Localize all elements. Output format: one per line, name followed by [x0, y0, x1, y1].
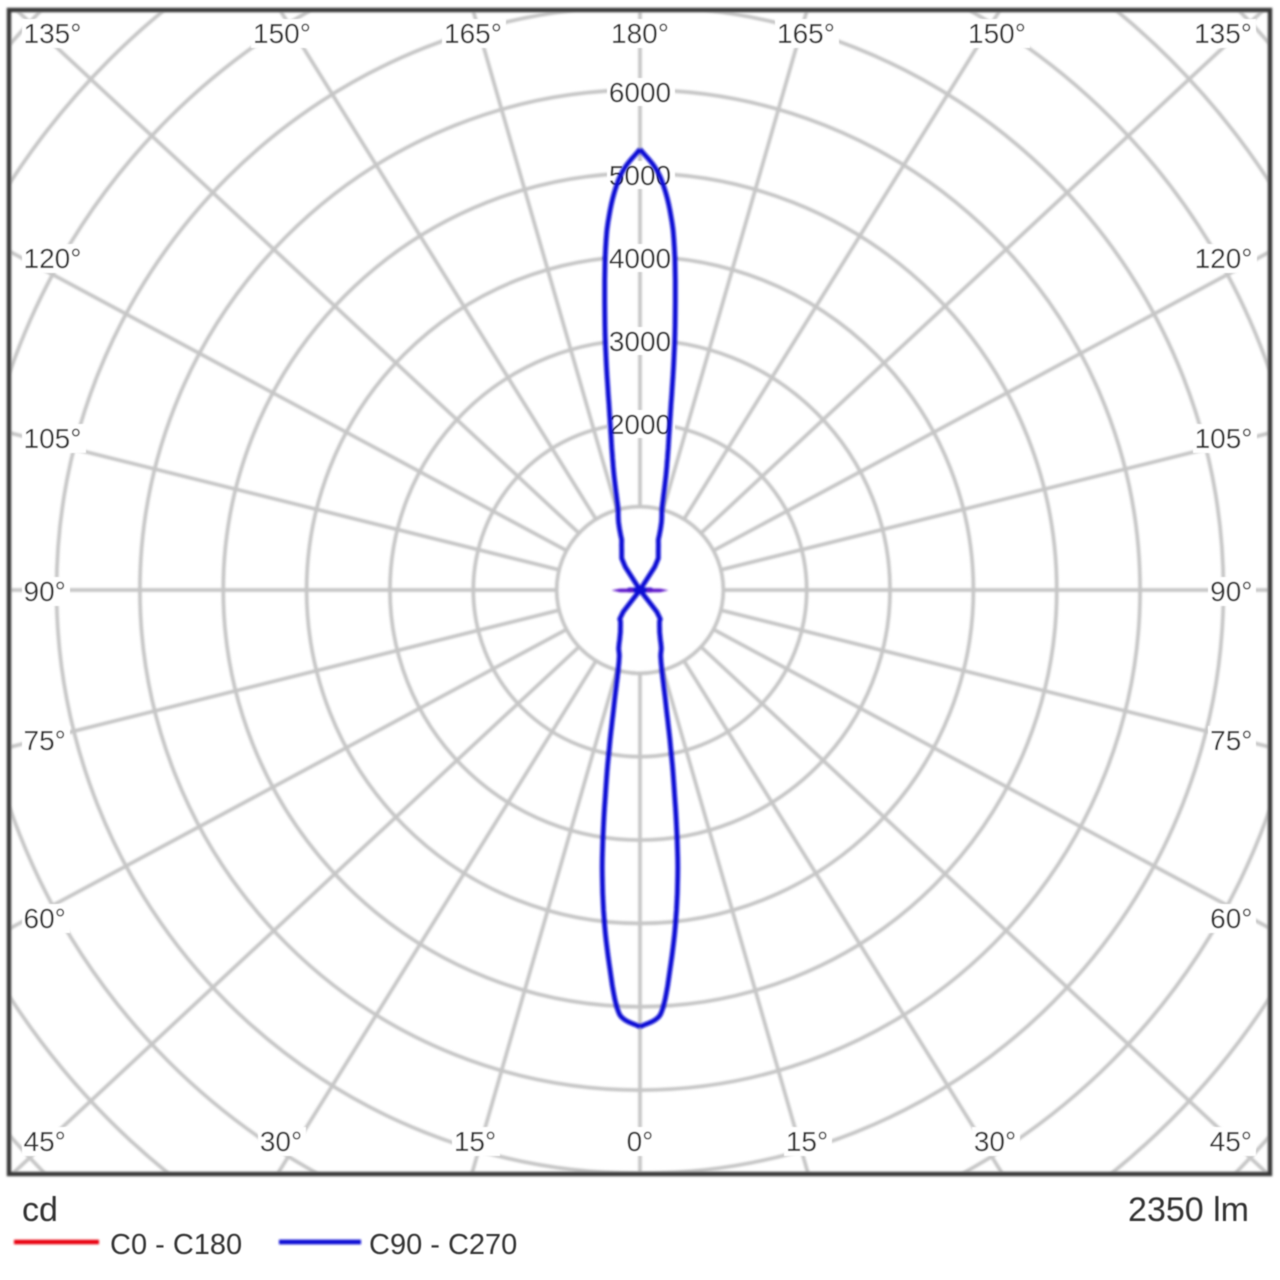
- svg-text:150°: 150°: [968, 18, 1026, 49]
- svg-text:45°: 45°: [1210, 1126, 1252, 1157]
- svg-text:30°: 30°: [260, 1126, 302, 1157]
- svg-text:120°: 120°: [1195, 243, 1253, 274]
- svg-text:60°: 60°: [1210, 903, 1252, 934]
- svg-text:45°: 45°: [24, 1126, 66, 1157]
- svg-text:180°: 180°: [611, 18, 669, 49]
- svg-text:135°: 135°: [24, 18, 82, 49]
- svg-text:75°: 75°: [1210, 725, 1252, 756]
- svg-text:0°: 0°: [627, 1126, 654, 1157]
- svg-text:cd: cd: [22, 1191, 58, 1229]
- svg-text:3000: 3000: [609, 326, 671, 357]
- svg-text:120°: 120°: [24, 243, 82, 274]
- svg-text:30°: 30°: [974, 1126, 1016, 1157]
- svg-text:4000: 4000: [609, 243, 671, 274]
- svg-text:6000: 6000: [609, 77, 671, 108]
- svg-text:75°: 75°: [24, 725, 66, 756]
- svg-text:15°: 15°: [786, 1126, 828, 1157]
- svg-text:165°: 165°: [444, 18, 502, 49]
- svg-text:135°: 135°: [1194, 18, 1252, 49]
- svg-text:90°: 90°: [24, 576, 66, 607]
- svg-text:C0 - C180: C0 - C180: [110, 1229, 242, 1261]
- svg-text:2000: 2000: [609, 409, 671, 440]
- svg-text:150°: 150°: [253, 18, 311, 49]
- svg-text:90°: 90°: [1210, 576, 1252, 607]
- svg-text:60°: 60°: [24, 903, 66, 934]
- svg-text:2350 lm: 2350 lm: [1128, 1191, 1249, 1229]
- svg-text:15°: 15°: [454, 1126, 496, 1157]
- svg-text:105°: 105°: [24, 423, 82, 454]
- svg-text:165°: 165°: [777, 18, 835, 49]
- svg-text:105°: 105°: [1195, 423, 1253, 454]
- svg-text:C90 - C270: C90 - C270: [369, 1229, 517, 1261]
